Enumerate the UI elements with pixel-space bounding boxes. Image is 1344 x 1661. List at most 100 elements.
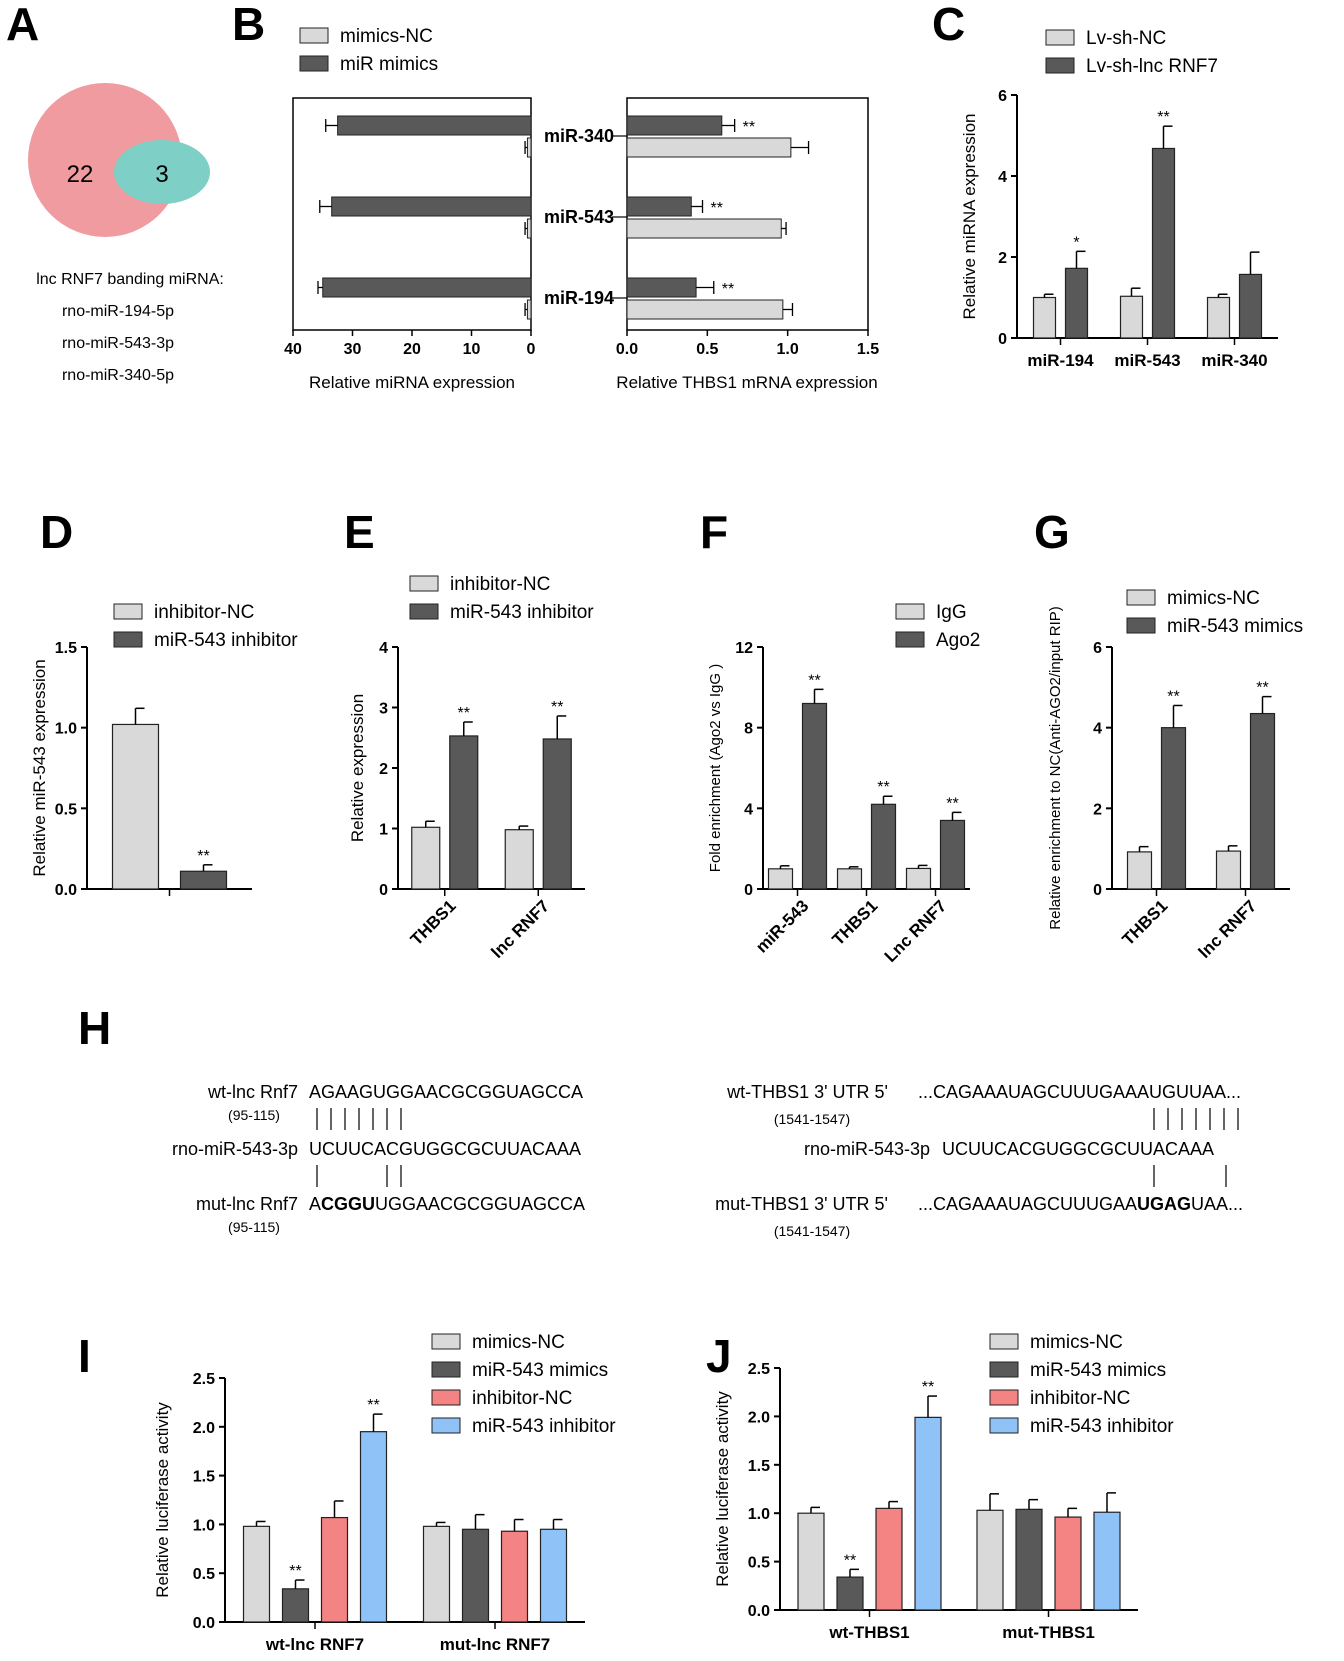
F-significance: ** [946, 795, 958, 812]
C-significance: ** [1157, 109, 1169, 126]
venn-overlap-count: 3 [155, 161, 168, 188]
C-bar [1064, 267, 1089, 339]
f-legend-label: IgG [936, 602, 967, 623]
i-legend-label: mimics-NC [472, 1332, 565, 1353]
mut-lnc-seq: ACGGUUGGAACGCGGUAGCCA [309, 1194, 585, 1214]
i-legend-label: miR-543 inhibitor [472, 1416, 616, 1437]
venn-diagram: 22 3 lnc RNF7 banding miRNA: rno-miR-194… [28, 83, 224, 384]
b-category-label: miR-340 [544, 126, 614, 146]
g-legend-swatch [1126, 617, 1156, 634]
F-y-tick-label: 8 [744, 721, 753, 738]
I-y-tick-label: 2.5 [193, 1371, 215, 1388]
J-bar [914, 1416, 942, 1611]
mir-left-label: rno-miR-543-3p [172, 1139, 298, 1159]
I-y-label: Relative luciferase activity [153, 1402, 172, 1598]
D-y-tick-label: 0.0 [55, 882, 77, 899]
G-y-tick-label: 4 [1093, 721, 1102, 738]
j-legend-swatch [989, 1417, 1019, 1434]
E-bar [411, 826, 441, 890]
D-y-tick-label: 1.0 [55, 721, 77, 738]
D-y-tick-label: 1.5 [55, 640, 77, 657]
C-significance: * [1073, 234, 1079, 251]
panel-label-a: A [6, 0, 39, 50]
I-y-tick-label: 1.5 [193, 1469, 215, 1486]
mut-thbs1-pos: (1541-1547) [774, 1223, 850, 1239]
pairing-lines-left [316, 1108, 402, 1187]
F-bar [801, 702, 828, 890]
C-bar [1151, 147, 1176, 339]
J-significance: ** [922, 1379, 934, 1396]
F-category-label: miR-543 [752, 896, 812, 956]
mut-thbs1-seq-a: ...CAGAAAUAGCUUUGAA [918, 1194, 1137, 1214]
b-legend-swatch [299, 27, 329, 44]
b-left-bar [337, 115, 532, 136]
C-bar [1238, 273, 1263, 339]
I-significance: ** [367, 1397, 379, 1414]
c-legend-swatch [1045, 57, 1075, 74]
panel-label-d: D [40, 506, 73, 558]
panel-label-j: J [706, 1330, 732, 1382]
c-legend-label: Lv-sh-lnc RNF7 [1086, 56, 1218, 77]
wt-lnc-seq: AGAAGUGGAACGCGGUAGCCA [309, 1082, 583, 1102]
d-legend-label: miR-543 inhibitor [154, 630, 298, 651]
b-right-bar [626, 277, 697, 298]
J-y-tick-label: 2.5 [748, 1361, 770, 1378]
E-y-tick-label: 2 [379, 761, 388, 778]
J-bar [1093, 1511, 1121, 1611]
G-bar [1249, 712, 1276, 890]
C-category-label: miR-543 [1114, 351, 1180, 370]
b-right-bar [626, 137, 792, 158]
E-bar [542, 738, 572, 890]
J-category-label: mut-THBS1 [1002, 1623, 1095, 1642]
b-category-label: miR-543 [544, 207, 614, 227]
G-category-label: lnc RNF7 [1195, 896, 1261, 962]
F-significance: ** [877, 779, 889, 796]
d-legend-label: inhibitor-NC [154, 602, 254, 623]
e-legend-label: inhibitor-NC [450, 574, 550, 595]
I-y-tick-label: 0.0 [193, 1615, 215, 1632]
e-legend-label: miR-543 inhibitor [450, 602, 594, 623]
J-bar [976, 1509, 1004, 1611]
d-legend-swatch [113, 631, 143, 648]
F-bar [905, 867, 932, 890]
F-y-tick-label: 0 [744, 882, 753, 899]
i-legend-swatch [431, 1417, 461, 1434]
J-bar [1015, 1508, 1043, 1611]
I-y-tick-label: 0.5 [193, 1566, 215, 1583]
E-category-label: lnc RNF7 [488, 896, 554, 962]
E-significance: ** [551, 699, 563, 716]
E-bar [504, 829, 534, 890]
E-category-label: THBS1 [407, 896, 460, 949]
J-bar [797, 1512, 825, 1611]
F-y-label: Fold enrichment (Ago2 vs IgG ) [707, 664, 724, 872]
i-legend-swatch [431, 1361, 461, 1378]
panel-label-c: C [932, 0, 965, 50]
panel-label-b: B [232, 0, 265, 50]
venn-mirna-3: rno-miR-340-5p [62, 367, 174, 384]
I-bar [242, 1525, 271, 1623]
b-left-bar [322, 277, 532, 298]
F-bar [836, 868, 863, 890]
b-right-bar [626, 196, 692, 217]
e-legend-swatch [409, 603, 439, 620]
b-right-x-tick-label: 0.0 [616, 341, 638, 358]
C-y-tick-label: 4 [998, 169, 1007, 186]
wt-thbs1-label: wt-THBS1 3' UTR 5' [726, 1082, 888, 1102]
b-left-x-label: Relative miRNA expression [309, 373, 515, 392]
mut-lnc-pos: (95-115) [228, 1219, 280, 1235]
panel-label-i: I [78, 1330, 91, 1382]
g-legend-label: miR-543 mimics [1167, 616, 1303, 637]
J-y-tick-label: 2.0 [748, 1409, 770, 1426]
J-y-tick-label: 0.0 [748, 1603, 770, 1620]
j-legend-swatch [989, 1333, 1019, 1350]
F-bar [767, 868, 794, 890]
J-bar [1054, 1516, 1082, 1611]
E-y-tick-label: 0 [379, 882, 388, 899]
b-left-bar [526, 218, 532, 239]
G-y-tick-label: 0 [1093, 882, 1102, 899]
i-legend-label: inhibitor-NC [472, 1388, 572, 1409]
panel-label-e: E [344, 506, 375, 558]
C-y-tick-label: 6 [998, 88, 1007, 105]
C-bar [1119, 295, 1144, 339]
C-bar [1032, 296, 1057, 339]
